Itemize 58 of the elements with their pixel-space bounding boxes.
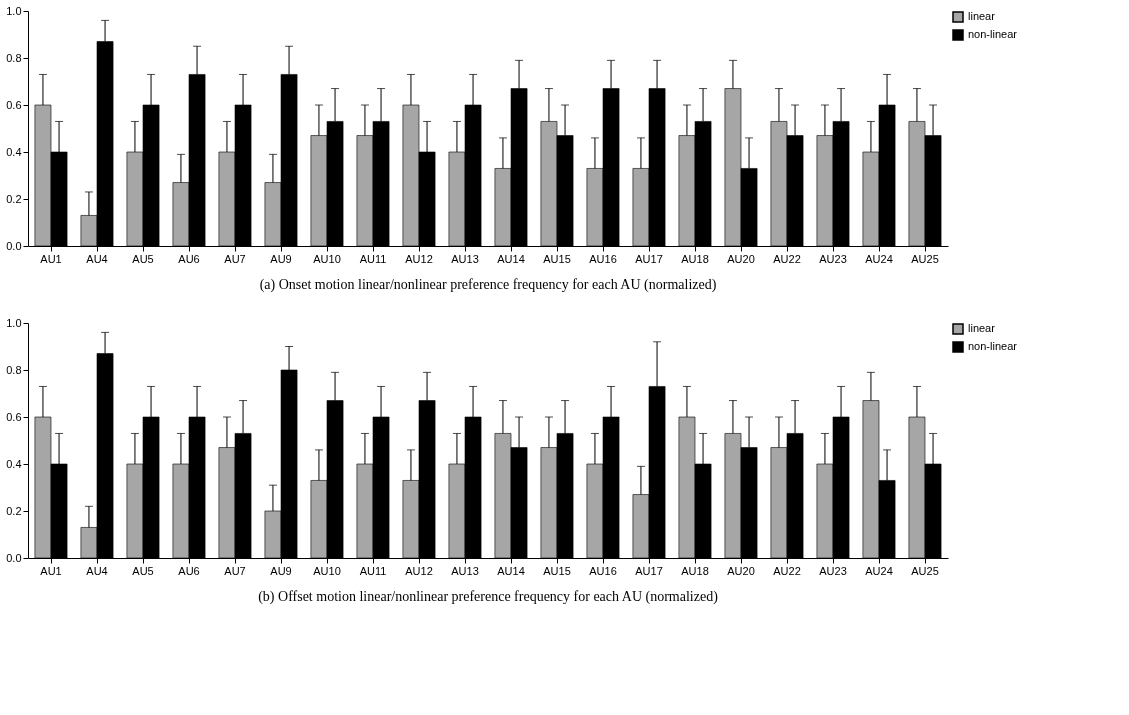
- x-tick-label: AU17: [635, 564, 663, 577]
- y-tick-label: 0.0: [6, 239, 22, 252]
- text: (a) Onset motion linear/nonlinear preference frequency for each AU (normalized): [259, 277, 717, 293]
- x-tick-label: AU25: [911, 252, 939, 265]
- x-tick-label: AU12: [405, 564, 433, 577]
- x-tick-label: AU22: [773, 564, 801, 577]
- x-tick-label: AU24: [865, 564, 893, 577]
- x-tick-label: AU14: [497, 252, 525, 265]
- y-tick-label: 0.0: [6, 551, 22, 564]
- legend-label: linear: [968, 10, 996, 22]
- x-tick-label: AU20: [727, 252, 755, 265]
- y-tick-label: 0.8: [6, 363, 22, 376]
- x-tick-label: AU9: [270, 252, 292, 265]
- x-tick-label: AU10: [313, 564, 341, 577]
- x-tick-label: AU25: [911, 564, 939, 577]
- x-tick-label: AU7: [224, 252, 246, 265]
- x-tick-label: AU5: [132, 564, 154, 577]
- x-tick-label: AU16: [589, 252, 617, 265]
- y-tick-label: 1.0: [6, 316, 22, 329]
- y-tick-label: 0.2: [6, 192, 22, 205]
- x-tick-label: AU12: [405, 252, 433, 265]
- x-tick-label: AU17: [635, 252, 663, 265]
- x-tick-label: AU9: [270, 564, 292, 577]
- x-tick-label: AU1: [40, 252, 62, 265]
- x-tick-label: AU7: [224, 564, 246, 577]
- x-tick-label: AU20: [727, 564, 755, 577]
- x-tick-label: AU10: [313, 252, 341, 265]
- y-tick-label: 0.4: [6, 457, 22, 470]
- y-tick-label: 0.8: [6, 51, 22, 64]
- x-tick-label: AU24: [865, 252, 893, 265]
- text: (b) Offset motion linear/nonlinear preference frequency for each AU (normalized): [258, 589, 719, 605]
- x-tick-label: AU6: [178, 564, 200, 577]
- legend-label: non-linear: [968, 340, 1018, 352]
- x-tick-label: AU11: [359, 564, 387, 577]
- x-tick-label: AU13: [451, 564, 479, 577]
- x-tick-label: AU16: [589, 564, 617, 577]
- x-tick-label: AU1: [40, 564, 62, 577]
- y-tick-label: 0.6: [6, 410, 22, 423]
- x-tick-label: AU14: [497, 564, 525, 577]
- x-tick-label: AU18: [681, 252, 709, 265]
- x-tick-label: AU11: [359, 252, 387, 265]
- x-tick-label: AU18: [681, 564, 709, 577]
- x-tick-label: AU4: [86, 252, 108, 265]
- x-tick-label: AU15: [543, 252, 571, 265]
- legend-label: non-linear: [968, 28, 1018, 40]
- x-tick-label: AU6: [178, 252, 200, 265]
- x-tick-label: AU5: [132, 252, 154, 265]
- x-tick-label: AU23: [819, 564, 847, 577]
- x-tick-label: AU22: [773, 252, 801, 265]
- legend-label: linear: [968, 322, 996, 334]
- x-tick-label: AU23: [819, 252, 847, 265]
- x-tick-label: AU15: [543, 564, 571, 577]
- x-tick-label: AU13: [451, 252, 479, 265]
- y-tick-label: 0.6: [6, 98, 22, 111]
- y-tick-label: 0.2: [6, 504, 22, 517]
- y-tick-label: 0.4: [6, 145, 22, 158]
- y-tick-label: 1.0: [6, 4, 22, 17]
- x-tick-label: AU4: [86, 564, 108, 577]
